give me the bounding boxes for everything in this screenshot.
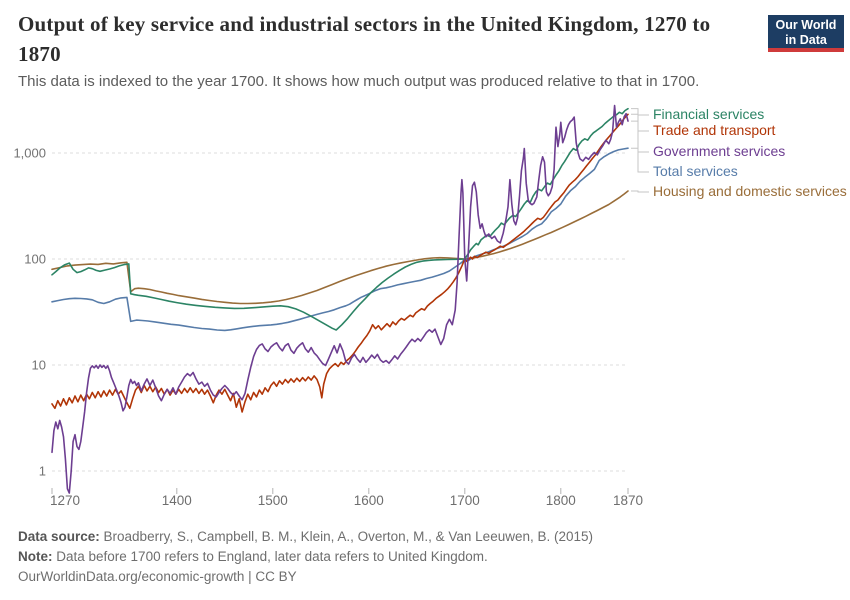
legend-item-housing-and-domestic-services[interactable]: Housing and domestic services bbox=[653, 183, 847, 199]
series-line-housing-and-domestic-services[interactable] bbox=[51, 190, 629, 305]
page-title: Output of key service and industrial sec… bbox=[18, 12, 711, 66]
data-source-line: Data source: Broadberry, S., Campbell, B… bbox=[18, 527, 593, 547]
x-axis-label: 1600 bbox=[354, 493, 384, 508]
note-line: Note: Data before 1700 refers to England… bbox=[18, 547, 593, 567]
x-axis-label: 1270 bbox=[50, 493, 80, 508]
legend-connector bbox=[631, 147, 649, 173]
x-axis-label: 1700 bbox=[450, 493, 480, 508]
legend-item-total-services[interactable]: Total services bbox=[653, 163, 738, 179]
y-axis-label: 10 bbox=[32, 358, 46, 373]
y-axis-label: 100 bbox=[24, 252, 46, 267]
legend-connector bbox=[631, 190, 649, 193]
series-line-financial-services[interactable] bbox=[51, 107, 629, 331]
legend-connector bbox=[631, 113, 649, 132]
legend-connector bbox=[631, 108, 649, 116]
series-line-total-services[interactable] bbox=[51, 147, 629, 332]
x-axis-label: 1870 bbox=[613, 493, 643, 508]
x-axis-label: 1800 bbox=[546, 493, 576, 508]
series-line-government-services[interactable] bbox=[51, 104, 629, 494]
legend-connector bbox=[631, 120, 649, 153]
owid-logo-line1: Our World bbox=[775, 18, 837, 32]
data-source-text: Broadberry, S., Campbell, B. M., Klein, … bbox=[99, 529, 594, 544]
license-link[interactable]: OurWorldinData.org/economic-growth | CC … bbox=[18, 569, 297, 584]
x-axis-label: 1400 bbox=[162, 493, 192, 508]
legend-item-government-services[interactable]: Government services bbox=[653, 143, 786, 159]
note-label: Note: bbox=[18, 549, 53, 564]
owid-logo[interactable]: Our World in Data bbox=[768, 15, 844, 52]
note-text: Data before 1700 refers to England, late… bbox=[52, 549, 488, 564]
owid-logo-line2: in Data bbox=[785, 33, 827, 48]
x-axis-label: 1500 bbox=[258, 493, 288, 508]
chart-subtitle: This data is indexed to the year 1700. I… bbox=[18, 73, 700, 90]
chart-footer: Data source: Broadberry, S., Campbell, B… bbox=[18, 527, 593, 587]
legend-item-trade-and-transport[interactable]: Trade and transport bbox=[653, 122, 776, 138]
y-axis-label: 1 bbox=[39, 464, 46, 479]
y-axis-label: 1,000 bbox=[13, 146, 46, 161]
data-source-label: Data source: bbox=[18, 529, 100, 544]
legend-item-financial-services[interactable]: Financial services bbox=[653, 106, 765, 122]
series-line-trade-and-transport[interactable] bbox=[51, 113, 629, 413]
